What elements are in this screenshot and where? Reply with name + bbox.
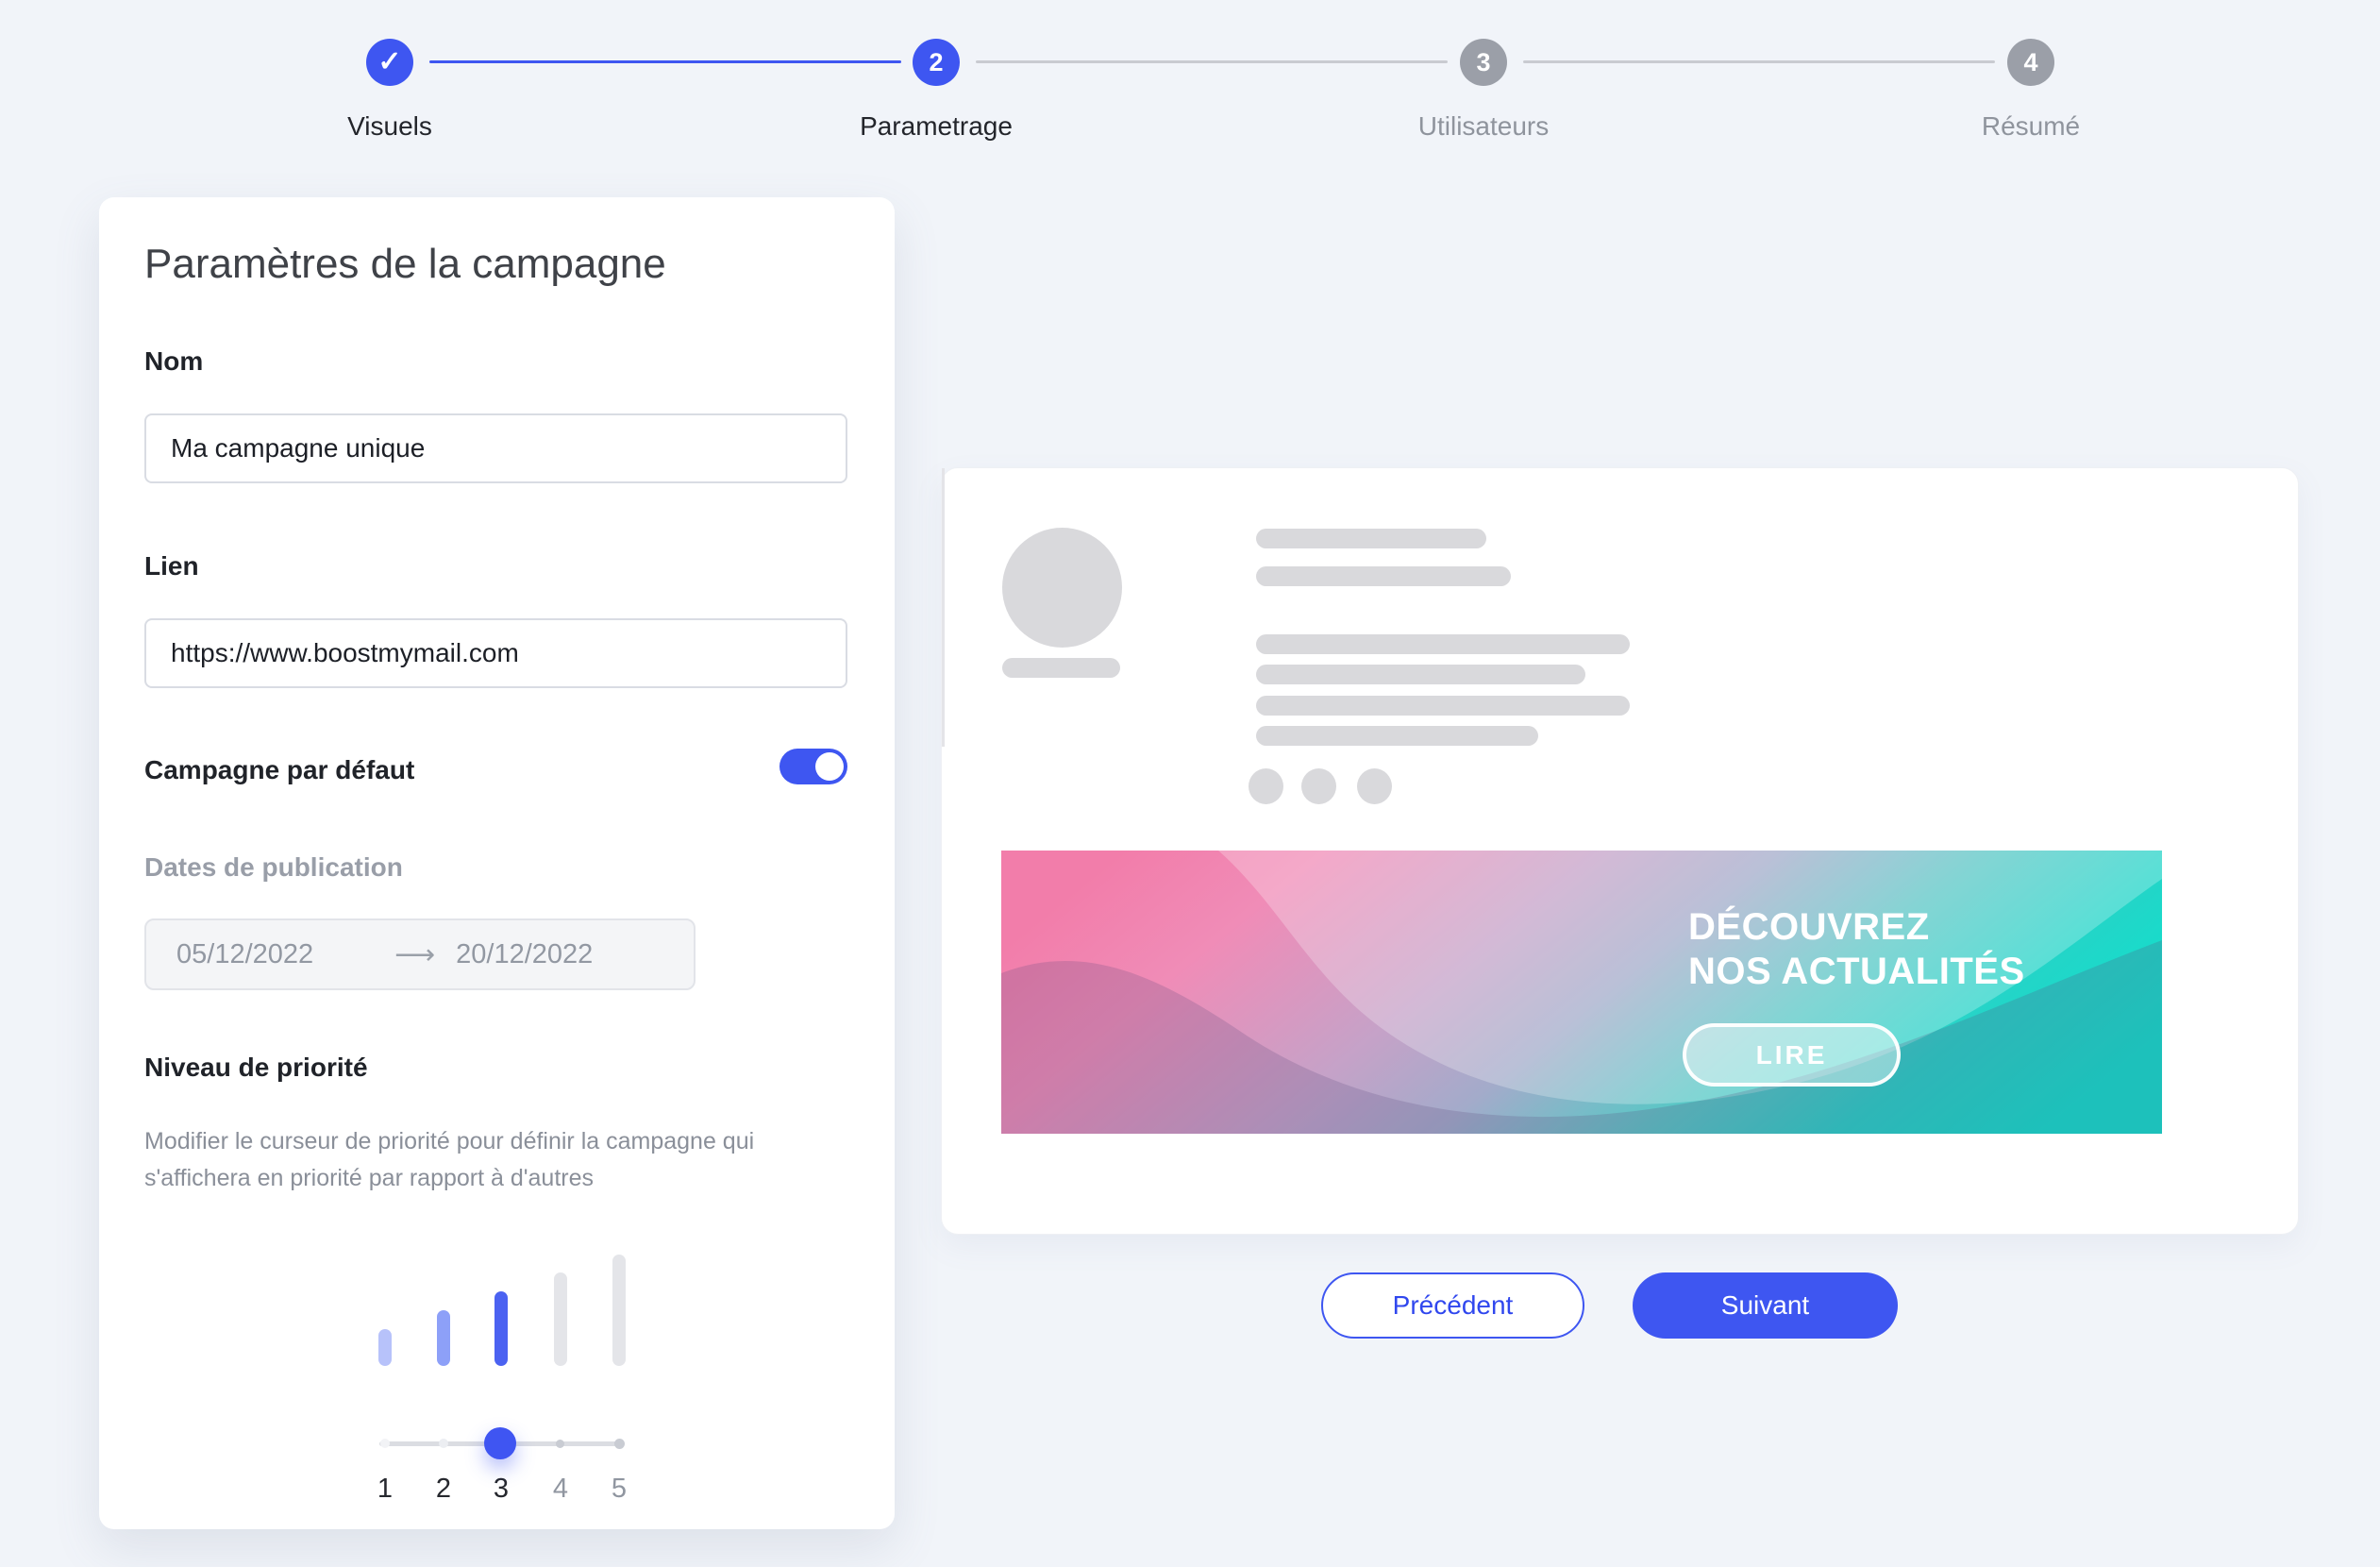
avatar-placeholder — [1002, 528, 1122, 648]
link-input[interactable] — [144, 618, 847, 688]
priority-number-4: 4 — [552, 1474, 569, 1504]
step-number: 2 — [929, 47, 944, 76]
banner-headline-line2: NOS ACTUALITÉS — [1688, 951, 2025, 992]
panel-title: Paramètres de la campagne — [144, 241, 666, 287]
date-end-value: 20/12/2022 — [456, 938, 594, 969]
check-icon: ✓ — [377, 46, 402, 77]
text-line-placeholder — [1256, 726, 1538, 746]
step-label-parametrage: Parametrage — [860, 111, 1013, 141]
slider-tick-2 — [439, 1439, 448, 1448]
avatar-caption-placeholder — [1002, 658, 1120, 678]
step-circle-parametrage[interactable]: 2 — [913, 39, 960, 86]
link-label: Lien — [144, 551, 199, 581]
signature-preview-card: DÉCOUVREZ NOS ACTUALITÉS LIRE — [941, 467, 2299, 1235]
step-connector-2 — [976, 60, 1448, 63]
text-line-placeholder — [1256, 696, 1630, 716]
priority-number-3: 3 — [493, 1474, 510, 1504]
priority-help-text: Modifier le curseur de priorité pour déf… — [144, 1128, 755, 1191]
previous-button[interactable]: Précédent — [1321, 1272, 1584, 1339]
priority-number-2: 2 — [435, 1474, 452, 1504]
priority-label: Niveau de priorité — [144, 1053, 368, 1082]
priority-bar-5 — [612, 1255, 626, 1366]
step-label-visuels: Visuels — [347, 111, 432, 141]
banner-lire-button: LIRE — [1683, 1023, 1901, 1087]
name-input[interactable] — [144, 413, 847, 483]
step-number: 4 — [2023, 47, 2038, 76]
next-button[interactable]: Suivant — [1633, 1272, 1898, 1339]
default-campaign-toggle[interactable] — [779, 749, 847, 784]
text-line-placeholder — [1256, 665, 1585, 684]
date-start-value: 05/12/2022 — [176, 938, 314, 969]
default-campaign-label: Campagne par défaut — [144, 755, 415, 784]
campaign-settings-panel: Paramètres de la campagne Nom Lien Campa… — [99, 197, 895, 1529]
slider-tick-1 — [380, 1439, 390, 1448]
priority-slider-knob[interactable] — [484, 1427, 516, 1459]
preview-divider — [942, 468, 945, 747]
banner-headline: DÉCOUVREZ NOS ACTUALITÉS — [1688, 905, 2025, 994]
social-dot-placeholder — [1301, 768, 1336, 804]
slider-tick-5 — [614, 1439, 625, 1449]
name-label: Nom — [144, 346, 204, 376]
priority-bar-1 — [378, 1329, 392, 1366]
priority-number-1: 1 — [377, 1474, 394, 1504]
banner-headline-line1: DÉCOUVREZ — [1688, 906, 1930, 948]
slider-tick-4 — [556, 1440, 564, 1448]
step-connector-1 — [429, 60, 901, 63]
text-line-placeholder — [1256, 529, 1486, 548]
toggle-knob — [815, 752, 844, 781]
social-dot-placeholder — [1249, 768, 1283, 804]
step-label-resume: Résumé — [1981, 111, 2081, 141]
date-range-field[interactable]: 05/12/2022 ⟶ 20/12/2022 — [144, 918, 696, 990]
text-line-placeholder — [1256, 566, 1511, 586]
step-circle-visuels[interactable]: ✓ — [366, 39, 413, 86]
priority-number-5: 5 — [611, 1474, 628, 1504]
social-dot-placeholder — [1357, 768, 1392, 804]
priority-bar-3 — [494, 1291, 508, 1366]
text-line-placeholder — [1256, 634, 1630, 654]
priority-bar-4 — [554, 1272, 567, 1366]
step-label-utilisateurs: Utilisateurs — [1417, 111, 1550, 141]
campaign-banner: DÉCOUVREZ NOS ACTUALITÉS LIRE — [1001, 851, 2162, 1134]
priority-bar-2 — [437, 1310, 450, 1366]
arrow-right-icon: ⟶ — [394, 938, 436, 970]
step-connector-3 — [1523, 60, 1995, 63]
publication-dates-label: Dates de publication — [144, 852, 403, 882]
step-circle-resume[interactable]: 4 — [2007, 39, 2054, 86]
step-circle-utilisateurs[interactable]: 3 — [1460, 39, 1507, 86]
step-number: 3 — [1476, 47, 1491, 76]
